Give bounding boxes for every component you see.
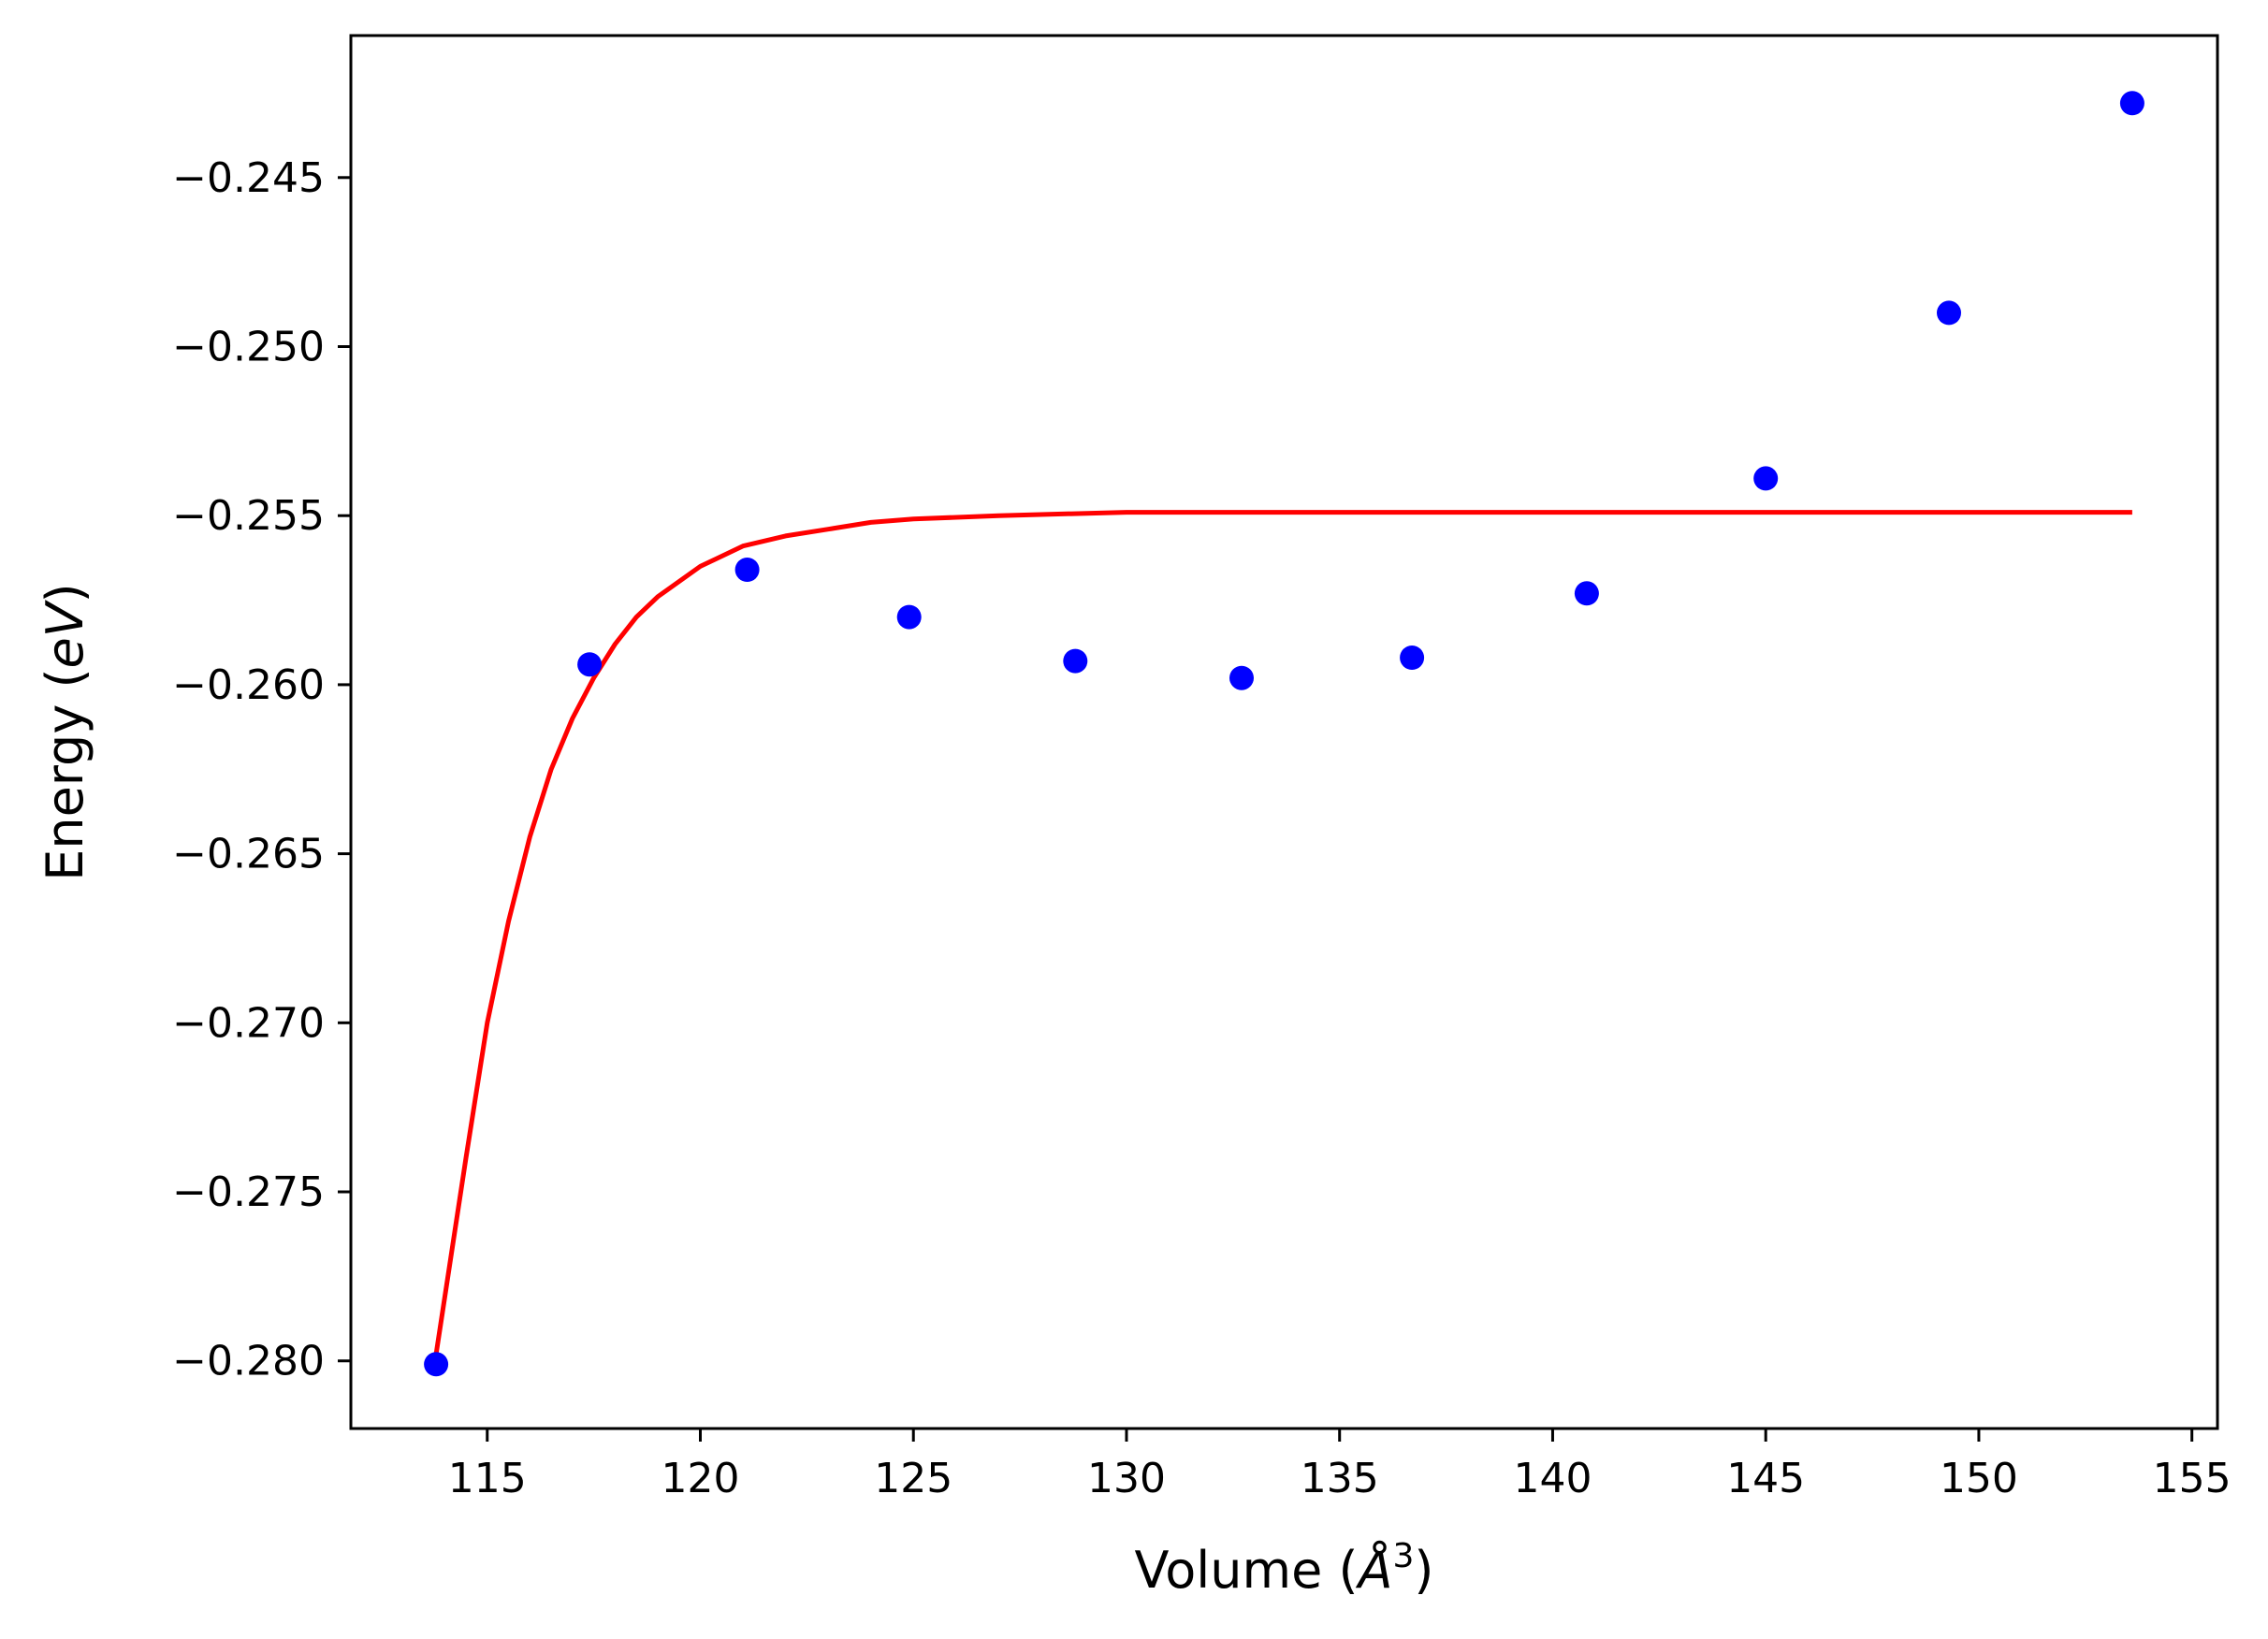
x-axis-title-exponent: 3 [1393,1537,1415,1575]
x-axis-title-suffix: ) [1414,1541,1433,1600]
y-tick-label-4: −0.260 [172,661,325,709]
x-axis-title-text: Volume ( [1134,1541,1358,1600]
x-axis-title-symbol: Å [1356,1540,1393,1600]
data-point-5 [1063,648,1088,674]
y-tick-label-7: −0.275 [172,1168,325,1216]
data-point-9 [1753,466,1779,491]
data-point-7 [1400,645,1425,670]
y-tick-label-1: −0.245 [172,154,325,202]
data-point-2 [577,652,603,677]
y-tick-label-3: −0.255 [172,492,325,540]
data-point-10 [1937,300,1961,326]
x-tick-label-125: 125 [874,1455,952,1502]
x-tick-label-120: 120 [662,1455,740,1502]
plot-frame [349,34,2219,1430]
x-tick-label-140: 140 [1513,1455,1592,1502]
y-axis-title-suffix: ) [36,583,94,602]
y-tick-label-6: −0.270 [172,999,325,1047]
y-axis-title: Energy (eV) [36,583,94,881]
fit-curve-line [433,510,2132,1355]
plot-marks [424,91,2144,1377]
x-tick-label-150: 150 [1940,1455,2018,1502]
data-point-8 [1574,581,1599,606]
y-axis-title-unit: eV [36,599,94,668]
data-point-11 [2119,91,2144,116]
x-tick-label-145: 145 [1726,1455,1805,1502]
y-axis-ticks: −0.245 −0.250 −0.255 −0.260 −0.265 −0.270 −0.2… [172,154,351,1385]
x-axis-ticks: 115 120 125 130 135 140 145 150 155 [448,1429,2232,1502]
x-axis-title: Volume (Å3) [1134,1537,1433,1600]
x-tick-label-135: 135 [1301,1455,1379,1502]
data-point-6 [1229,665,1254,690]
y-tick-label-5: −0.265 [172,831,325,878]
y-tick-label-2: −0.250 [172,323,325,370]
y-tick-label-8: −0.280 [172,1338,325,1385]
x-tick-label-115: 115 [448,1455,527,1502]
data-point-1 [424,1352,449,1377]
data-point-3 [734,558,760,582]
y-axis-title-text: Energy ( [36,668,94,880]
x-tick-label-155: 155 [2153,1455,2232,1502]
data-point-4 [896,604,922,630]
x-tick-label-130: 130 [1087,1455,1166,1502]
